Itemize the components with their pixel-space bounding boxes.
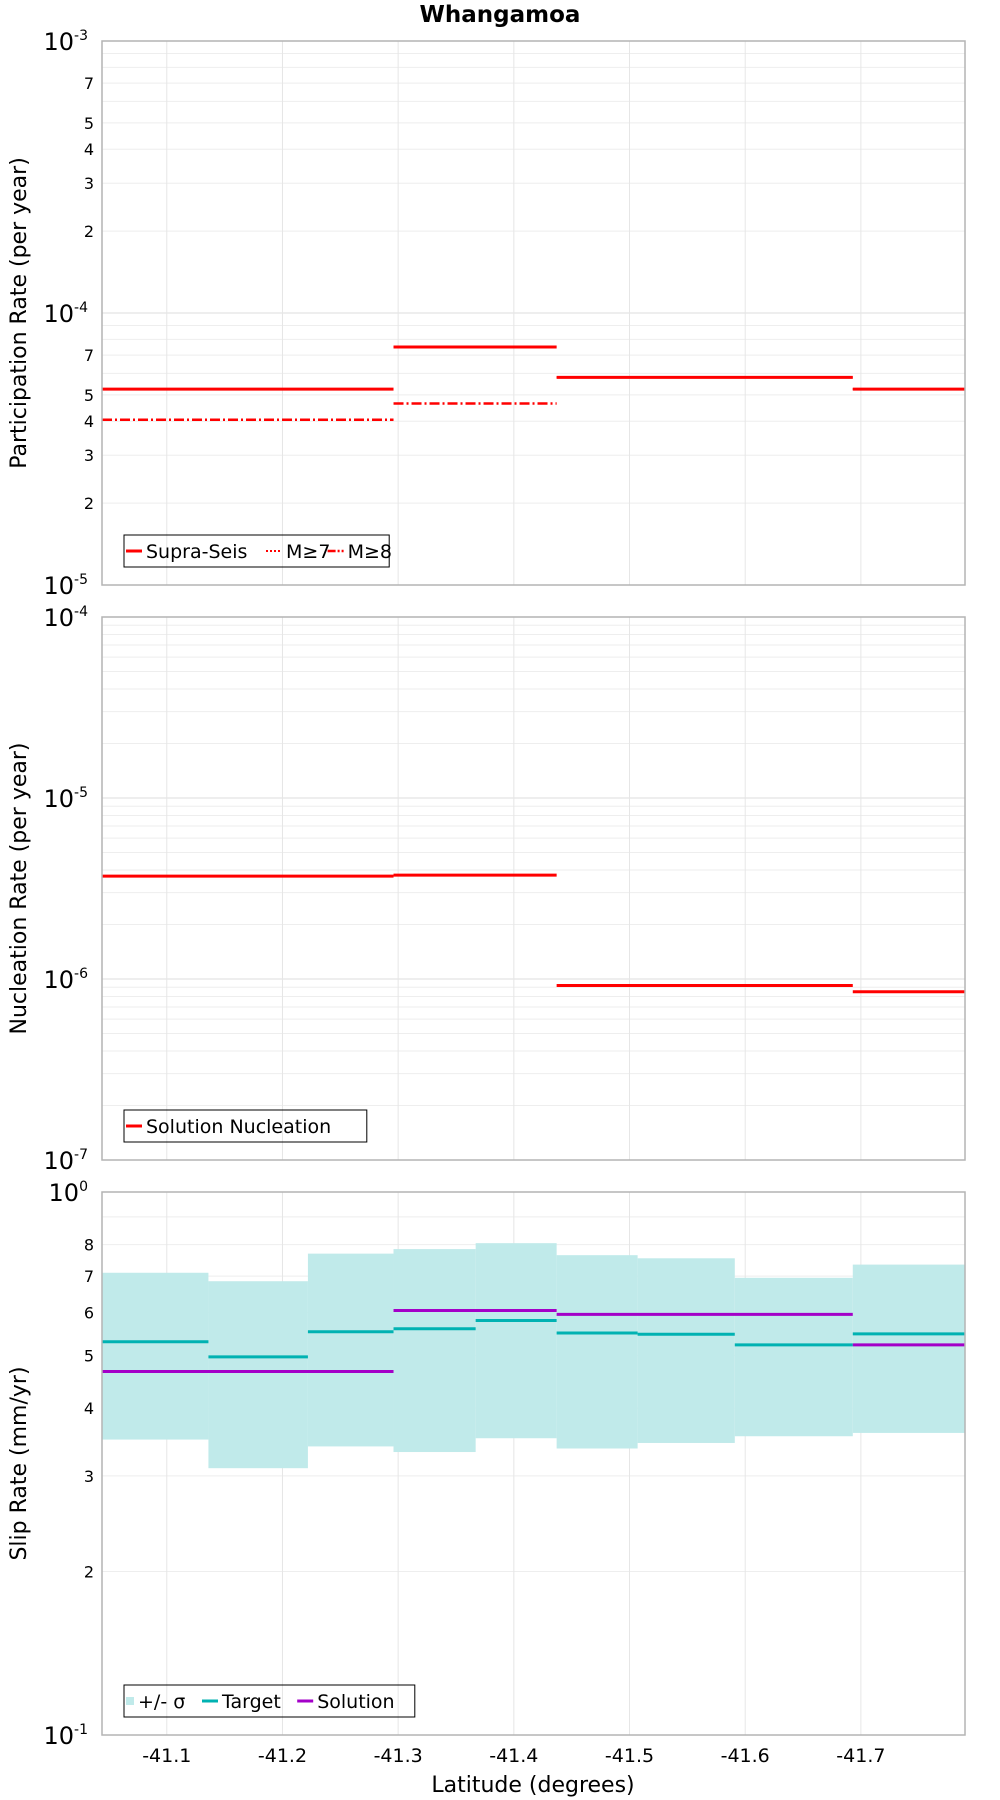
y-tick-minor-label: 7 bbox=[84, 1267, 94, 1286]
x-tick-label: -41.1 bbox=[142, 1745, 191, 1767]
y-tick-minor-label: 2 bbox=[84, 494, 94, 513]
sigma-band bbox=[208, 1281, 308, 1469]
legend-box bbox=[123, 1684, 416, 1718]
x-tick-label: -41.3 bbox=[374, 1745, 423, 1767]
y-tick-minor-label: 6 bbox=[84, 1303, 94, 1322]
x-tick-label: -41.7 bbox=[836, 1745, 885, 1767]
y-tick-minor-label: 4 bbox=[84, 1399, 94, 1418]
y-tick-label: 10-5 bbox=[43, 572, 88, 600]
sigma-band bbox=[393, 1249, 476, 1453]
x-axis-title: Latitude (degrees) bbox=[431, 1773, 634, 1798]
legend-entry: Solution bbox=[297, 1691, 395, 1713]
legend: +/- σ Target Solution bbox=[123, 1684, 416, 1718]
x-tick-label: -41.5 bbox=[605, 1745, 654, 1767]
page-title: Whangamoa bbox=[419, 2, 581, 28]
legend-box bbox=[123, 534, 390, 568]
legend-label: Solution Nucleation bbox=[146, 1116, 331, 1138]
legend-label: Target bbox=[221, 1691, 281, 1713]
y-tick-label: 10-6 bbox=[43, 966, 88, 994]
legend-label: Solution bbox=[317, 1691, 394, 1713]
legend-label: M≥7 bbox=[286, 541, 330, 563]
plot-frame bbox=[101, 40, 966, 586]
y-tick-minor-label: 5 bbox=[84, 386, 94, 405]
y-tick-minor-label: 5 bbox=[84, 1346, 94, 1365]
legend-entry: Target bbox=[202, 1691, 281, 1713]
sigma-band bbox=[556, 1255, 638, 1449]
legend-label: +/- σ bbox=[138, 1691, 185, 1713]
legend-label: Supra-Seis bbox=[146, 541, 247, 563]
sigma-band bbox=[102, 1272, 209, 1440]
y-tick-label: 10-4 bbox=[43, 604, 88, 632]
x-tick-label: -41.2 bbox=[258, 1745, 307, 1767]
plot-frame bbox=[101, 616, 966, 1161]
sigma-band bbox=[852, 1264, 965, 1433]
y-tick-minor-label: 7 bbox=[84, 74, 94, 93]
y-tick-label: 10-4 bbox=[43, 300, 88, 328]
y-axis-title: Nucleation Rate (per year) bbox=[7, 743, 32, 1035]
y-tick-minor-label: 8 bbox=[84, 1236, 94, 1255]
x-tick-label: -41.4 bbox=[489, 1745, 538, 1767]
legend-entry: +/- σ bbox=[126, 1691, 185, 1713]
y-axis-title: Slip Rate (mm/yr) bbox=[7, 1366, 32, 1560]
y-tick-label: 10-3 bbox=[43, 28, 88, 56]
legend-swatch bbox=[126, 1697, 134, 1705]
y-tick-minor-label: 3 bbox=[84, 174, 94, 193]
legend-entry: Supra-Seis bbox=[126, 541, 247, 563]
sigma-band bbox=[734, 1277, 853, 1437]
legend: Solution Nucleation bbox=[123, 1109, 368, 1143]
y-tick-minor-label: 3 bbox=[84, 446, 94, 465]
legend-label: M≥8 bbox=[348, 541, 392, 563]
y-tick-label: 10-1 bbox=[43, 1722, 88, 1750]
sigma-band bbox=[307, 1253, 394, 1447]
y-tick-minor-label: 2 bbox=[84, 222, 94, 241]
legend: Supra-Seis M≥7 M≥8 bbox=[123, 534, 392, 568]
plot-area bbox=[102, 617, 965, 1160]
sigma-band bbox=[637, 1258, 735, 1443]
x-tick-label: -41.6 bbox=[721, 1745, 770, 1767]
y-tick-minor-label: 3 bbox=[84, 1467, 94, 1486]
legend-entry: M≥8 bbox=[327, 541, 392, 563]
sigma-band bbox=[475, 1243, 557, 1439]
legend-box bbox=[123, 1109, 368, 1143]
y-axis-title: Participation Rate (per year) bbox=[7, 157, 32, 469]
y-tick-label: 10-5 bbox=[43, 785, 88, 813]
y-tick-minor-label: 4 bbox=[84, 140, 94, 159]
plot-frame bbox=[101, 1191, 966, 1736]
legend-entry: M≥7 bbox=[266, 541, 330, 563]
y-tick-minor-label: 7 bbox=[84, 346, 94, 365]
legend-entry: Solution Nucleation bbox=[126, 1116, 331, 1138]
y-tick-label: 100 bbox=[49, 1179, 88, 1207]
y-tick-minor-label: 4 bbox=[84, 412, 94, 431]
y-tick-minor-label: 2 bbox=[84, 1563, 94, 1582]
y-tick-minor-label: 5 bbox=[84, 114, 94, 133]
y-tick-label: 10-7 bbox=[43, 1147, 88, 1175]
